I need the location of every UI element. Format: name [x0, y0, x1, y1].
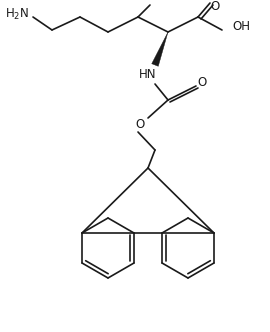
Polygon shape [152, 32, 168, 66]
Text: OH: OH [232, 20, 250, 33]
Text: HN: HN [139, 67, 157, 80]
Text: O: O [197, 75, 207, 89]
Text: O: O [210, 0, 220, 13]
Text: H$_2$N: H$_2$N [5, 6, 29, 22]
Text: O: O [135, 118, 145, 130]
